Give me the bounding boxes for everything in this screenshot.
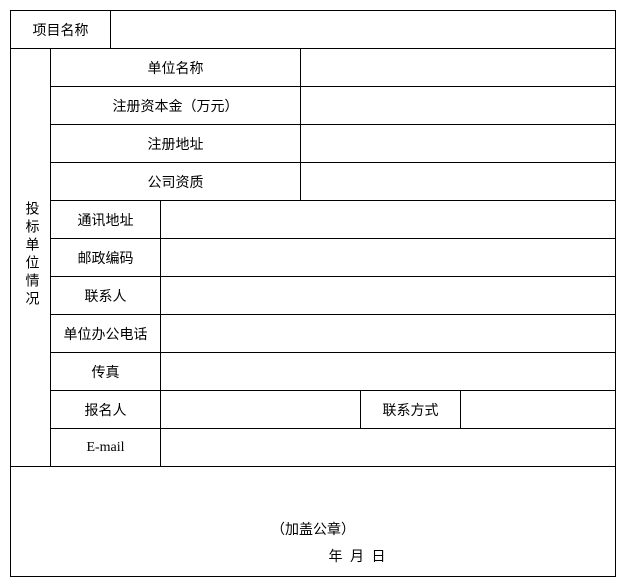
- label-reg-capital: 注册资本金（万元）: [51, 87, 301, 125]
- row-project-name: 项目名称: [11, 11, 616, 49]
- value-unit-name[interactable]: [301, 49, 616, 87]
- label-office-phone: 单位办公电话: [51, 315, 161, 353]
- row-office-phone: 单位办公电话: [11, 315, 616, 353]
- value-reg-capital[interactable]: [301, 87, 616, 125]
- label-reg-address: 注册地址: [51, 125, 301, 163]
- label-project-name: 项目名称: [11, 11, 111, 49]
- row-footer: （加盖公章） 年 月 日: [11, 467, 616, 577]
- label-contact-person: 联系人: [51, 277, 161, 315]
- value-contact-person[interactable]: [161, 277, 616, 315]
- label-unit-name: 单位名称: [51, 49, 301, 87]
- label-fax: 传真: [51, 353, 161, 391]
- form-table: 项目名称 投标单位情况 单位名称 注册资本金（万元） 注册地址 公司资质: [10, 10, 616, 577]
- value-office-phone[interactable]: [161, 315, 616, 353]
- seal-text: （加盖公章）: [11, 519, 615, 539]
- row-applicant: 报名人 联系方式: [11, 391, 616, 429]
- value-reg-address[interactable]: [301, 125, 616, 163]
- row-reg-capital: 注册资本金（万元）: [11, 87, 616, 125]
- row-mail-address: 通讯地址: [11, 201, 616, 239]
- row-unit-name: 投标单位情况 单位名称: [11, 49, 616, 87]
- label-contact-method: 联系方式: [361, 391, 461, 429]
- row-fax: 传真: [11, 353, 616, 391]
- sidebar-text: 投标单位情况: [21, 201, 41, 309]
- value-qualification[interactable]: [301, 163, 616, 201]
- value-mail-address[interactable]: [161, 201, 616, 239]
- label-applicant: 报名人: [51, 391, 161, 429]
- bid-registration-form: 项目名称 投标单位情况 单位名称 注册资本金（万元） 注册地址 公司资质: [10, 10, 615, 577]
- date-text: 年 月 日: [11, 546, 615, 566]
- sidebar-label: 投标单位情况: [11, 49, 51, 467]
- footer-cell: （加盖公章） 年 月 日: [11, 467, 616, 577]
- row-postcode: 邮政编码: [11, 239, 616, 277]
- value-email[interactable]: [161, 429, 616, 467]
- label-postcode: 邮政编码: [51, 239, 161, 277]
- value-contact-method[interactable]: [461, 391, 616, 429]
- label-qualification: 公司资质: [51, 163, 301, 201]
- label-mail-address: 通讯地址: [51, 201, 161, 239]
- value-fax[interactable]: [161, 353, 616, 391]
- row-qualification: 公司资质: [11, 163, 616, 201]
- value-postcode[interactable]: [161, 239, 616, 277]
- value-project-name[interactable]: [111, 11, 616, 49]
- row-reg-address: 注册地址: [11, 125, 616, 163]
- row-email: E-mail: [11, 429, 616, 467]
- value-applicant[interactable]: [161, 391, 361, 429]
- label-email: E-mail: [51, 429, 161, 467]
- row-contact-person: 联系人: [11, 277, 616, 315]
